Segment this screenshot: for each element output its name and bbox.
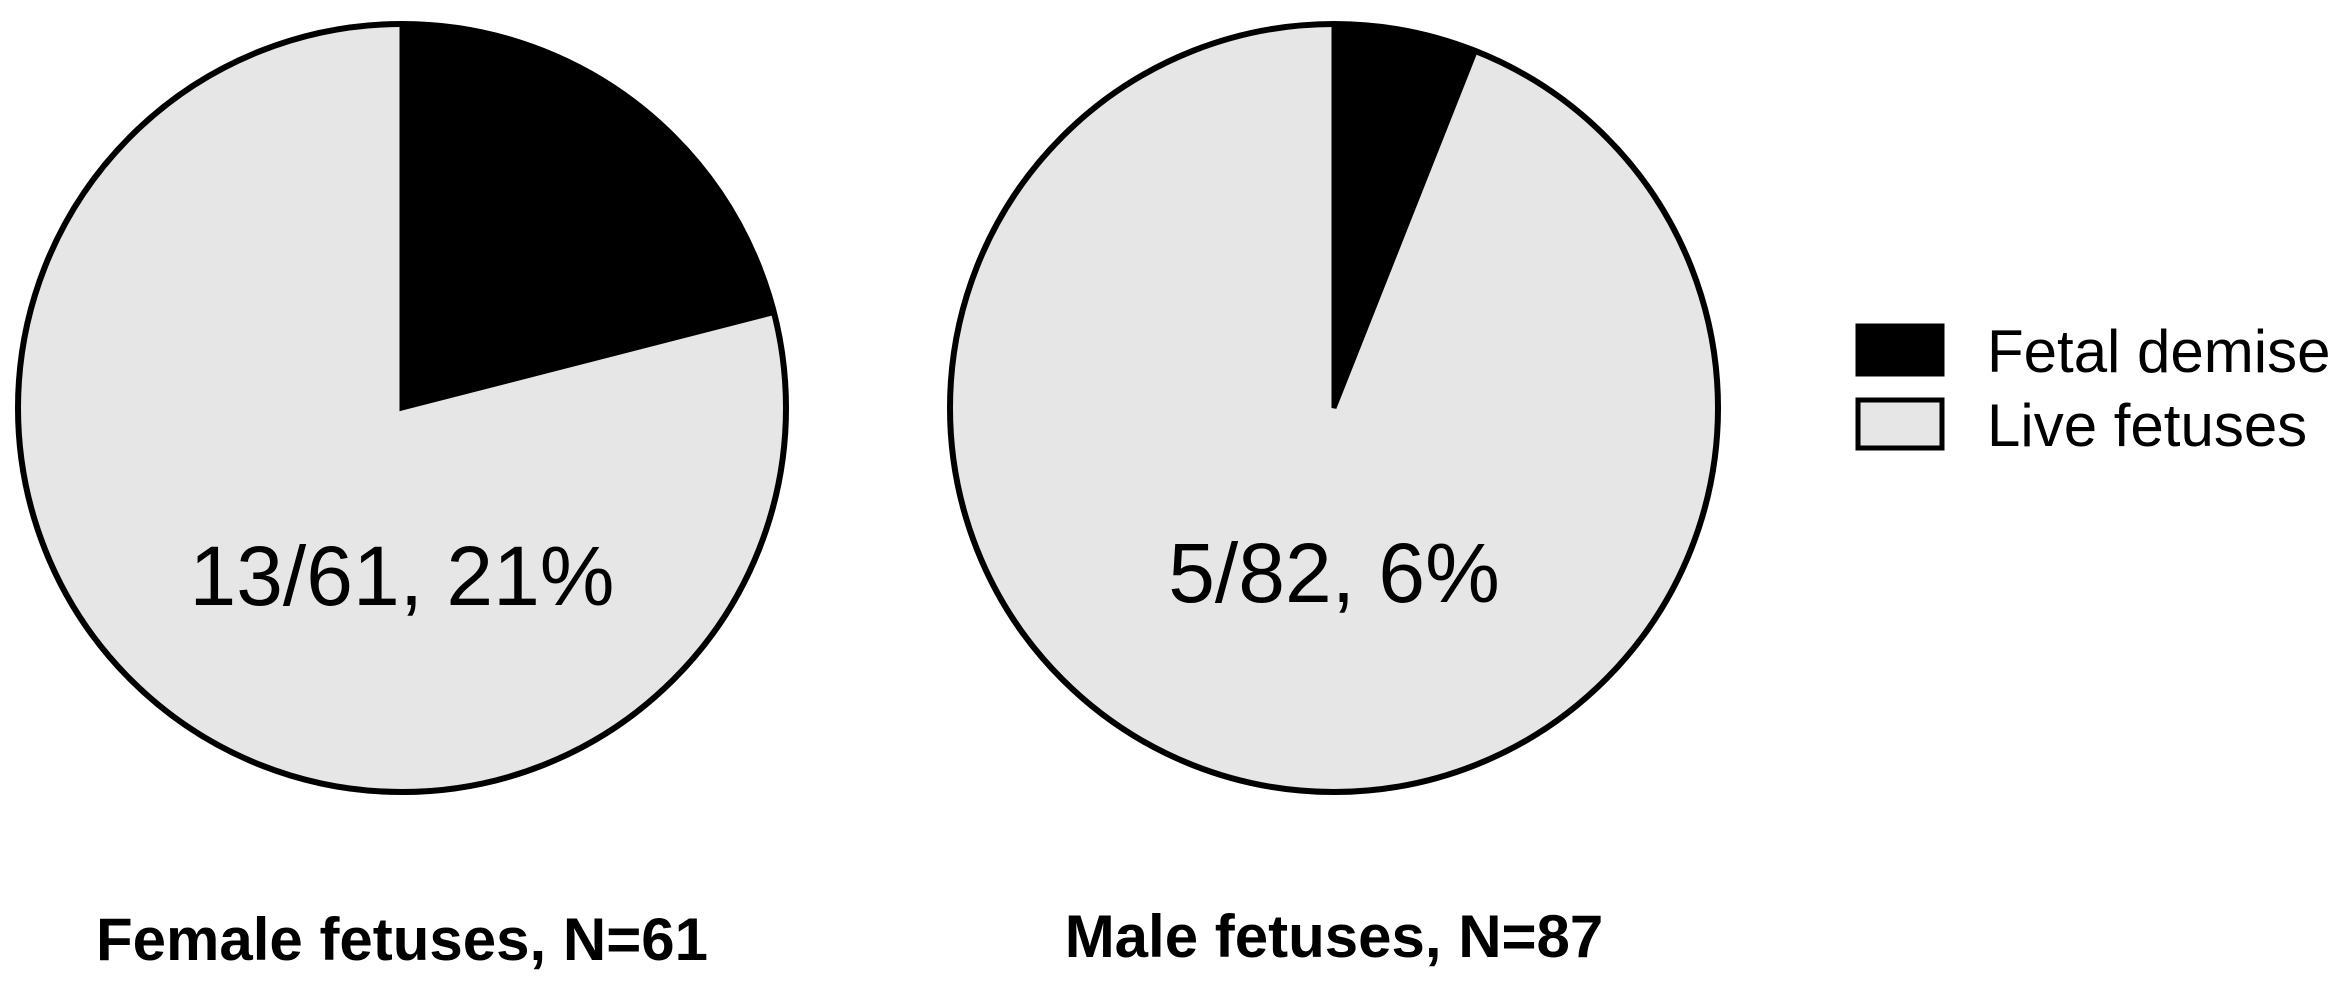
- legend: Fetal demise Live fetuses: [1855, 318, 2330, 459]
- female-pie-outline: [15, 21, 789, 795]
- female-pie-center-label: 13/61, 21%: [189, 529, 614, 623]
- male-pie-slices: [947, 21, 1721, 795]
- legend-label-fetal-demise: Fetal demise: [1987, 318, 2330, 385]
- legend-swatch-fetal-demise: [1855, 323, 1945, 377]
- male-pie-center-label: 5/82, 6%: [1168, 526, 1500, 620]
- legend-swatch-live-fetuses: [1855, 397, 1945, 451]
- female-pie-slices: [15, 21, 789, 795]
- male-pie-title: Male fetuses, N=87: [1065, 903, 1604, 970]
- male-slice-live-fetuses: [947, 21, 1721, 795]
- legend-label-live-fetuses: Live fetuses: [1987, 392, 2307, 459]
- male-pie-chart: 5/82, 6% Male fetuses, N=87: [947, 21, 1721, 970]
- male-pie-outline: [947, 21, 1721, 795]
- female-pie-title: Female fetuses, N=61: [96, 906, 708, 973]
- female-pie-chart: 13/61, 21% Female fetuses, N=61: [15, 21, 789, 973]
